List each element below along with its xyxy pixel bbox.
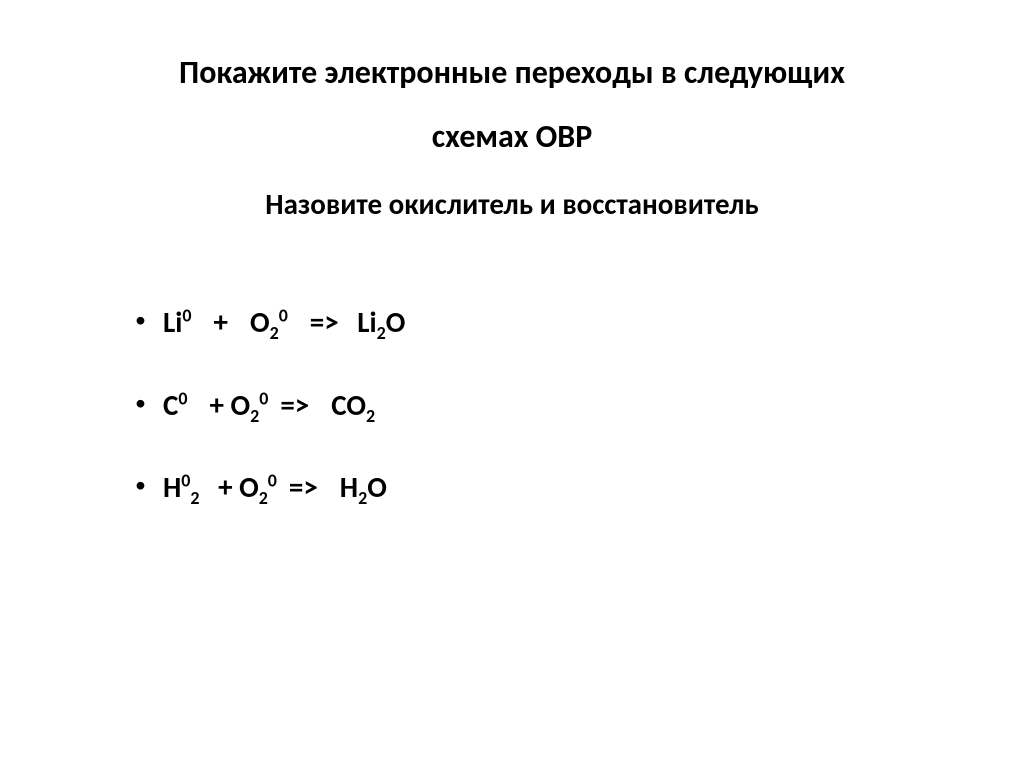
- equation-item: C0+ O20=>CO2: [135, 388, 954, 423]
- equation-text: H: [163, 469, 181, 505]
- title-line-2: схемах ОВР: [70, 114, 954, 160]
- equation-text: O: [386, 304, 406, 340]
- equation-text: + O: [209, 387, 250, 423]
- subscript: 2: [190, 487, 199, 509]
- equation-text: O: [250, 304, 270, 340]
- subscript: 2: [377, 322, 386, 344]
- content-area: Li0+O20=> Li2O C0+ O20=>CO2 H02 + O20=>H…: [70, 305, 954, 505]
- equation-text: + O: [212, 469, 259, 505]
- equation-text: C: [163, 387, 178, 423]
- equation-text: Li: [351, 304, 377, 340]
- subscript: 2: [366, 404, 375, 426]
- subscript: 2: [250, 404, 259, 426]
- superscript: 0: [268, 470, 277, 492]
- subscript: 2: [358, 487, 367, 509]
- equation-item: H02 + O20=>H2O: [135, 470, 954, 505]
- subscript: 2: [259, 487, 268, 509]
- superscript: 0: [279, 304, 288, 326]
- title-line-1: Покажите электронные переходы в следующи…: [70, 50, 954, 96]
- equation-text: CO: [331, 387, 366, 423]
- equation-text: +: [214, 304, 228, 340]
- equation-text: =>: [280, 387, 309, 423]
- equation-text: =>: [310, 304, 339, 340]
- subscript: 2: [270, 322, 279, 344]
- equation-list: Li0+O20=> Li2O C0+ O20=>CO2 H02 + O20=>H…: [135, 305, 954, 505]
- equation-text: =>: [289, 469, 318, 505]
- superscript: 0: [259, 387, 268, 409]
- equation-item: Li0+O20=> Li2O: [135, 305, 954, 340]
- title-block: Покажите электронные переходы в следующи…: [70, 50, 954, 225]
- title-line-3: Назовите окислитель и восстановитель: [70, 183, 954, 225]
- slide: Покажите электронные переходы в следующи…: [0, 0, 1024, 767]
- equation-text: H: [340, 469, 358, 505]
- equation-text: O: [367, 469, 387, 505]
- superscript: 0: [178, 387, 187, 409]
- equation-text: Li: [163, 304, 182, 340]
- superscript: 0: [182, 304, 191, 326]
